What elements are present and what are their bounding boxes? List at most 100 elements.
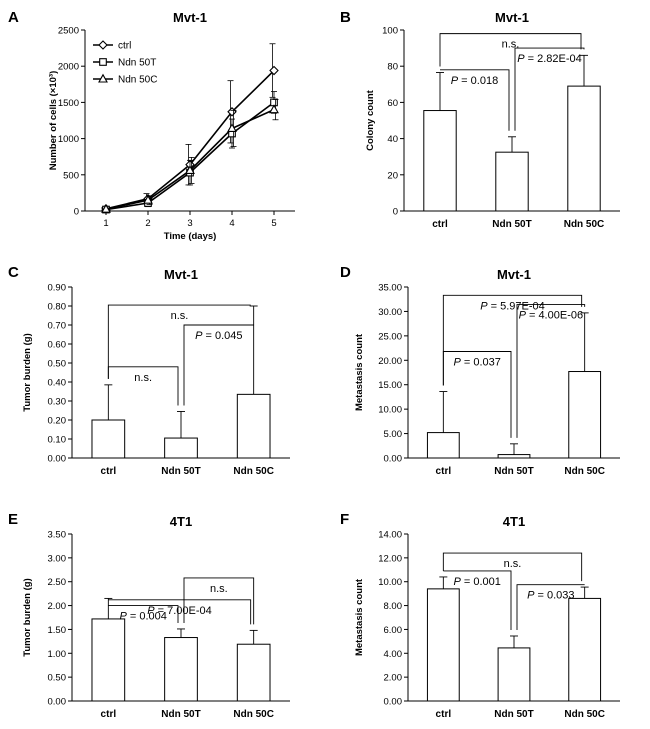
- bar: [236, 643, 271, 702]
- y-axis-label: Tumor burden (g): [22, 578, 33, 656]
- bars: [91, 597, 271, 702]
- series-ndn-50c: [101, 99, 279, 213]
- data-point: [269, 104, 279, 114]
- y-tick-label: 1500: [58, 98, 79, 109]
- y-tick-label: 20: [387, 170, 398, 181]
- legend-marker: [98, 40, 108, 50]
- y-tick-label: 0.00: [384, 454, 403, 465]
- significance-label: n.s.: [504, 558, 522, 570]
- significance-bracket: [183, 577, 255, 625]
- y-axis-label: Metastasis count: [354, 578, 365, 656]
- significance-label: P = 5.97E-04: [480, 300, 545, 312]
- panel-B: B Mvt-1 0 20 40 60 80 100 Colony count ctrl Ndn 50…: [340, 9, 620, 230]
- bars: [423, 54, 601, 212]
- significance-label: P = 0.018: [451, 75, 498, 87]
- significance-label: n.s.: [171, 310, 189, 322]
- bar: [568, 371, 602, 459]
- significance-bracket: [514, 47, 585, 131]
- y-tick-label: 5.00: [384, 429, 403, 440]
- chart-title: Mvt-1: [497, 267, 531, 282]
- y-tick-label: 0.20: [48, 416, 67, 427]
- significance-bracket: [107, 304, 251, 379]
- x-tick-label: Ndn 50T: [494, 709, 533, 720]
- panel-letter: E: [8, 511, 18, 528]
- y-tick-label: 2000: [58, 62, 79, 73]
- significance-label: P = 0.037: [453, 356, 500, 368]
- y-tick-label: 20.00: [378, 356, 402, 367]
- y-axis-label: Colony count: [365, 89, 376, 151]
- significance-bracket: [108, 605, 179, 623]
- panel-letter: A: [8, 9, 19, 26]
- bar: [426, 588, 460, 702]
- x-tick-label: Ndn 50C: [564, 466, 605, 477]
- y-axis-label: Tumor burden (g): [22, 333, 33, 411]
- legend-label: Ndn 50C: [118, 75, 157, 86]
- significance-label: P = 0.033: [527, 590, 574, 602]
- bars: [426, 312, 602, 459]
- y-tick-label: 0: [74, 207, 79, 218]
- y-axis-label: Metastasis count: [354, 333, 365, 411]
- data-point: [227, 123, 237, 133]
- y-tick-label: 30.00: [378, 307, 402, 318]
- y-tick-label: 35.00: [378, 283, 402, 294]
- legend-marker: [98, 73, 108, 83]
- y-tick-label: 0.60: [48, 340, 67, 351]
- y-tick-label: 0.30: [48, 397, 67, 408]
- significance-label: n.s.: [502, 39, 520, 51]
- bar: [497, 647, 531, 702]
- x-tick-label: 2: [145, 218, 150, 229]
- bars: [426, 576, 602, 702]
- y-tick-label: 3.50: [48, 530, 67, 541]
- panel-letter: C: [8, 264, 19, 281]
- y-axis-label: Number of cells (×10³): [48, 71, 59, 171]
- series-line: [105, 101, 275, 211]
- panel-A: A Mvt-1 0 500 1000 1500 2000 2500 Number of cell…: [8, 9, 295, 242]
- x-tick-label: ctrl: [101, 709, 117, 720]
- annotations: n.s. P = 0.018 P = 2.82E-04: [439, 33, 585, 131]
- x-tick-label: Ndn 50T: [161, 466, 200, 477]
- significance-bracket: [108, 599, 252, 625]
- significance-label: P = 2.82E-04: [517, 53, 582, 65]
- x-tick-label: ctrl: [436, 466, 452, 477]
- significance-label: P = 4.00E-06: [519, 310, 584, 322]
- chart-title: Mvt-1: [495, 10, 529, 25]
- x-tick-label: Ndn 50T: [161, 709, 200, 720]
- y-tick-label: 15.00: [378, 380, 402, 391]
- series-ndn-50t: [102, 91, 278, 214]
- legend-label: ctrl: [118, 41, 131, 52]
- y-tick-label: 8.00: [384, 601, 403, 612]
- legend-marker: [99, 58, 107, 66]
- series-line: [105, 69, 275, 210]
- y-tick-label: 2.00: [48, 601, 67, 612]
- bar: [568, 597, 602, 702]
- bar: [567, 85, 601, 212]
- significance-label: P = 0.001: [453, 576, 500, 588]
- bar: [236, 393, 271, 459]
- legend-label: Ndn 50T: [118, 58, 156, 69]
- series-ctrl: [101, 43, 279, 214]
- significance-bracket: [442, 351, 512, 438]
- bar: [423, 110, 457, 212]
- significance-label: P = 0.004: [119, 611, 166, 623]
- significance-label: n.s.: [210, 583, 228, 595]
- x-tick-label: ctrl: [436, 709, 452, 720]
- panel-F: F 4T1 0.00 2.00 4.00 6.00 8.00 10.00 12.00 14.00 M…: [340, 511, 620, 720]
- bars: [91, 305, 271, 459]
- significance-bracket: [439, 33, 582, 67]
- panel-letter: B: [340, 9, 351, 26]
- chart-title: Mvt-1: [173, 10, 207, 25]
- bar: [91, 419, 126, 459]
- y-tick-label: 100: [382, 26, 398, 37]
- significance-label: P = 0.045: [195, 330, 242, 342]
- bar: [91, 618, 126, 702]
- significance-bracket: [516, 584, 585, 630]
- chart-title: 4T1: [503, 514, 525, 529]
- annotations: n.s. P = 0.001 P = 0.033: [442, 552, 585, 630]
- y-tick-label: 40: [387, 134, 398, 145]
- x-tick-label: 3: [187, 218, 192, 229]
- bar: [495, 151, 529, 212]
- x-tick-label: Ndn 50C: [233, 466, 274, 477]
- y-tick-label: 12.00: [378, 553, 402, 564]
- significance-label: n.s.: [134, 372, 152, 384]
